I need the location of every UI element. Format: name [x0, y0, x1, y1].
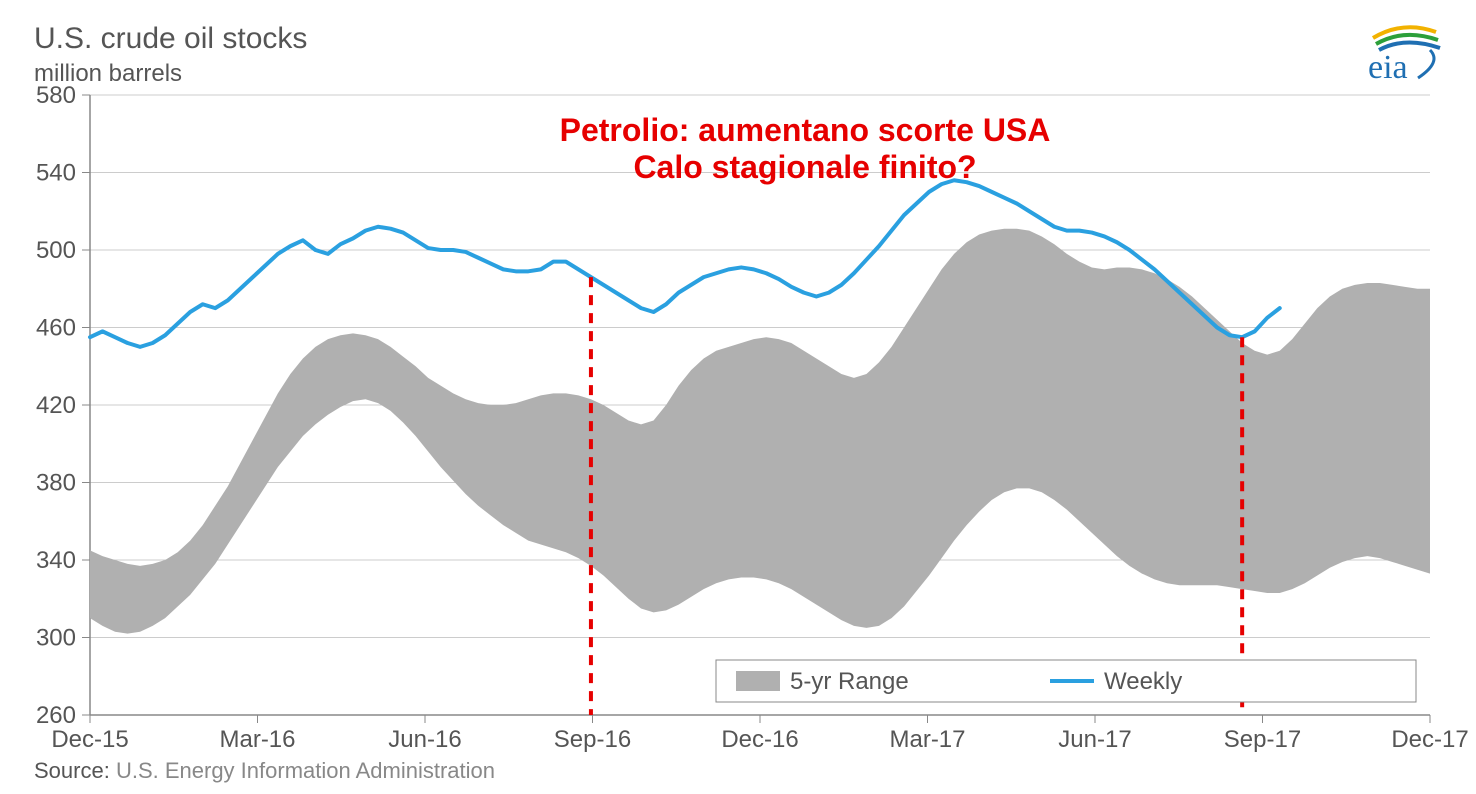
- svg-text:300: 300: [36, 625, 76, 652]
- svg-text:Dec-15: Dec-15: [51, 726, 128, 753]
- svg-text:540: 540: [36, 160, 76, 187]
- svg-text:340: 340: [36, 547, 76, 574]
- annotation-text: Petrolio: aumentano scorte USA Calo stag…: [505, 112, 1105, 186]
- svg-text:460: 460: [36, 315, 76, 342]
- eia-logo: eia: [1358, 18, 1448, 88]
- svg-text:Jun-16: Jun-16: [388, 726, 461, 753]
- chart-container: U.S. crude oil stocks million barrels 26…: [0, 0, 1476, 794]
- svg-text:Sep-17: Sep-17: [1224, 726, 1301, 753]
- annotation-line2: Calo stagionale finito?: [505, 149, 1105, 186]
- svg-text:Dec-17: Dec-17: [1391, 726, 1468, 753]
- svg-text:Jun-17: Jun-17: [1058, 726, 1131, 753]
- svg-text:Dec-16: Dec-16: [721, 726, 798, 753]
- svg-text:420: 420: [36, 392, 76, 419]
- svg-text:380: 380: [36, 470, 76, 497]
- svg-text:580: 580: [36, 82, 76, 109]
- svg-text:Sep-16: Sep-16: [554, 726, 631, 753]
- svg-text:Mar-16: Mar-16: [219, 726, 295, 753]
- eia-logo-text: eia: [1368, 49, 1408, 86]
- svg-text:Weekly: Weekly: [1104, 668, 1182, 695]
- svg-text:Mar-17: Mar-17: [889, 726, 965, 753]
- source-value: U.S. Energy Information Administration: [116, 758, 495, 783]
- source-line: Source: U.S. Energy Information Administ…: [34, 758, 495, 784]
- source-label: Source:: [34, 758, 110, 783]
- annotation-line1: Petrolio: aumentano scorte USA: [505, 112, 1105, 149]
- svg-text:5-yr Range: 5-yr Range: [790, 668, 909, 695]
- svg-text:260: 260: [36, 702, 76, 729]
- svg-text:500: 500: [36, 237, 76, 264]
